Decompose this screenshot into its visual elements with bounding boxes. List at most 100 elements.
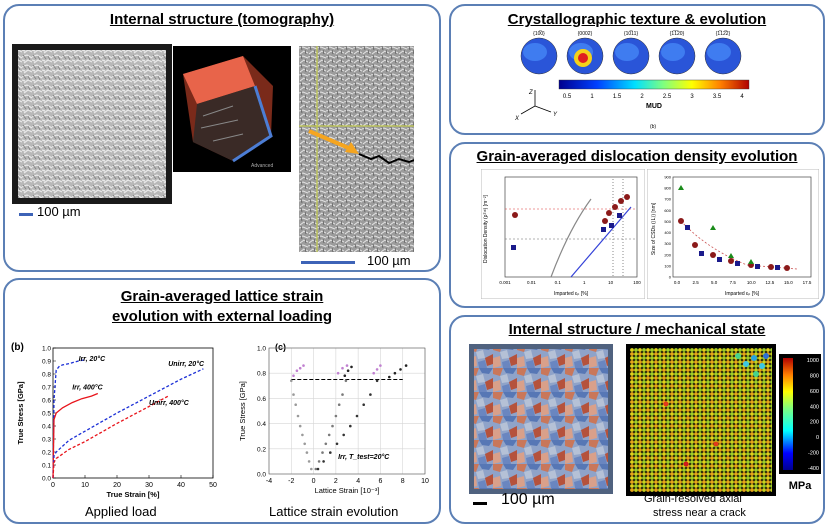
csd-ytick: 200 (664, 252, 671, 257)
lattice-data-point (393, 371, 397, 375)
texture-colorbar (558, 79, 750, 90)
lattice-data-point (298, 424, 302, 428)
applied-ytick: 0.8 (42, 372, 51, 379)
axis-label: Y (553, 112, 558, 118)
scale-bar-left (19, 213, 33, 216)
lattice-data-point (295, 369, 299, 372)
lattice-data-point (372, 371, 375, 375)
grain-map-image (469, 344, 613, 494)
lattice-data-point (336, 371, 340, 375)
applied-series-line (52, 359, 86, 479)
dislocation-density-plot: Dislocation Density (ρᵀᵒᵗ) [m⁻²] Imparte… (481, 169, 645, 299)
lattice-xtick: 8 (401, 478, 405, 485)
stress-colorbar-tick: 800 (810, 373, 819, 379)
applied-annotation: Unirr, 400°C (149, 399, 190, 407)
texture-colorbar-tick: 0.5 (563, 94, 572, 100)
mech-panel: Internal structure / mechanical state 10… (449, 315, 825, 524)
label-c: (c) (275, 342, 286, 352)
texture-title: Crystallographic texture & evolution (507, 11, 767, 28)
lattice-data-point (337, 403, 341, 406)
lattice-xtick: 10 (421, 478, 429, 485)
texture-colorbar-tick: 2.5 (663, 94, 672, 100)
lattice-data-point (294, 403, 297, 406)
axis-label: Z (528, 90, 533, 96)
pole-figure-chart: {10̅0} {0002} {10̅11} {1̅1̅20} {1̅12̅2} 0.5 1… (514, 30, 750, 130)
stress-colorbar-tick: 200 (810, 420, 819, 426)
csd-ytick: 100 (664, 263, 671, 268)
texture-panel: Crystallographic texture & evolution {10… (449, 4, 825, 135)
caption-lattice-strain: Lattice strain evolution (269, 504, 399, 519)
applied-ytick: 0.3 (42, 437, 51, 444)
applied-annotation: Unirr, 20°C (168, 360, 205, 368)
texture-colorbar-label: MUD (646, 103, 662, 110)
lattice-data-point (404, 364, 408, 367)
lattice-strain-chart: (c) -4 -2 0 2 4 6 8 10 0.0 0.2 0.4 0.6 0.8 1.0 Lattice… (238, 342, 429, 495)
lattice-data-point (334, 414, 338, 418)
csd-size-plot: Size of CSDs (⟨L⟩) [nm] Imparted εₚ [%] … (647, 169, 819, 299)
lattice-xlabel: Lattice Strain [10⁻³] (315, 486, 380, 495)
stress-colorbar-tick: 400 (810, 404, 819, 410)
applied-load-chart: (b) 0 10 20 30 40 50 0.0 0.1 0.2 0.3 0.4 0.5 0.6 0.7 0… (11, 342, 217, 499)
applied-ytick: 0.9 (42, 359, 51, 366)
csd-ytick: 600 (664, 208, 671, 213)
lattice-data-point (341, 393, 344, 396)
lattice-data-point (355, 414, 359, 418)
csd-xlabel: Imparted εₚ [%] (725, 291, 760, 297)
lattice-data-point (331, 424, 334, 428)
applied-ytick: 0.7 (42, 385, 51, 392)
tomography-crack-image (299, 46, 414, 252)
texture-colorbar-tick: 4 (740, 94, 744, 100)
axis-arrow (534, 105, 552, 113)
lattice-data-point (335, 442, 339, 446)
scale-label-left: 100 µm (37, 204, 81, 219)
applied-ytick: 0.4 (42, 424, 51, 431)
disloc-left-xtick: 10 (608, 280, 614, 285)
tomography-panel: Internal structure (tomography) 100 µm A… (3, 4, 441, 272)
lattice-ytick: 1.0 (257, 346, 266, 353)
lattice-data-point (349, 424, 352, 428)
texture-colorbar-tick: 3.5 (713, 94, 722, 100)
lattice-ytick: 0.2 (257, 446, 266, 453)
lattice-data-point (375, 379, 379, 383)
lattice-data-point (296, 414, 300, 418)
disloc-left-xtick: 0.001 (499, 280, 511, 285)
csd-xtick: 7.5 (730, 280, 737, 285)
stress-colorbar-tick: 0 (816, 435, 819, 441)
dislocation-title: Grain-averaged dislocation density evolu… (476, 148, 798, 165)
stress-colorbar-tick: -400 (808, 466, 819, 472)
lattice-data-point (388, 375, 391, 379)
lattice-title-line2: evolution with external loading (111, 308, 333, 325)
lattice-data-point (310, 467, 313, 471)
lattice-ytick: 0.6 (257, 396, 266, 403)
applied-ylabel: True Stress [GPa] (16, 381, 25, 444)
applied-ytick: 0.0 (42, 476, 51, 483)
applied-ytick: 1.0 (42, 346, 51, 353)
applied-series-line (52, 392, 99, 479)
lattice-data-point (350, 365, 353, 369)
label-b: (b) (11, 342, 24, 353)
mech-title: Internal structure / mechanical state (508, 321, 766, 338)
lattice-data-point (346, 369, 350, 372)
csd-ytick: 0 (669, 275, 672, 280)
dislocation-panel: Grain-averaged dislocation density evolu… (449, 142, 825, 308)
stress-colorbar-tick: 600 (810, 389, 819, 395)
lattice-data-point (342, 433, 345, 437)
csd-xtick: 10.0 (747, 280, 756, 285)
csd-xtick: 12.5 (765, 280, 774, 285)
lattice-data-point (329, 451, 332, 454)
applied-annotation: Irr, 400°C (72, 384, 103, 392)
lattice-data-point (379, 364, 382, 367)
stress-colorbar-tick: 1000 (807, 358, 819, 364)
lattice-panel: Grain-averaged lattice strain evolution … (3, 278, 441, 524)
applied-xtick: 0 (51, 482, 55, 489)
applied-ytick: 0.2 (42, 450, 51, 457)
texture-colorbar-tick: 1 (590, 94, 594, 100)
applied-ytick: 0.5 (42, 411, 51, 418)
mech-scale-bar (473, 502, 487, 505)
applied-xtick: 40 (177, 482, 185, 489)
csd-ytick: 500 (664, 219, 671, 224)
lattice-xtick: 0 (312, 478, 316, 485)
stress-map-image (626, 344, 776, 496)
lattice-ytick: 0.0 (257, 472, 266, 479)
texture-colorbar-tick: 2 (640, 94, 644, 100)
